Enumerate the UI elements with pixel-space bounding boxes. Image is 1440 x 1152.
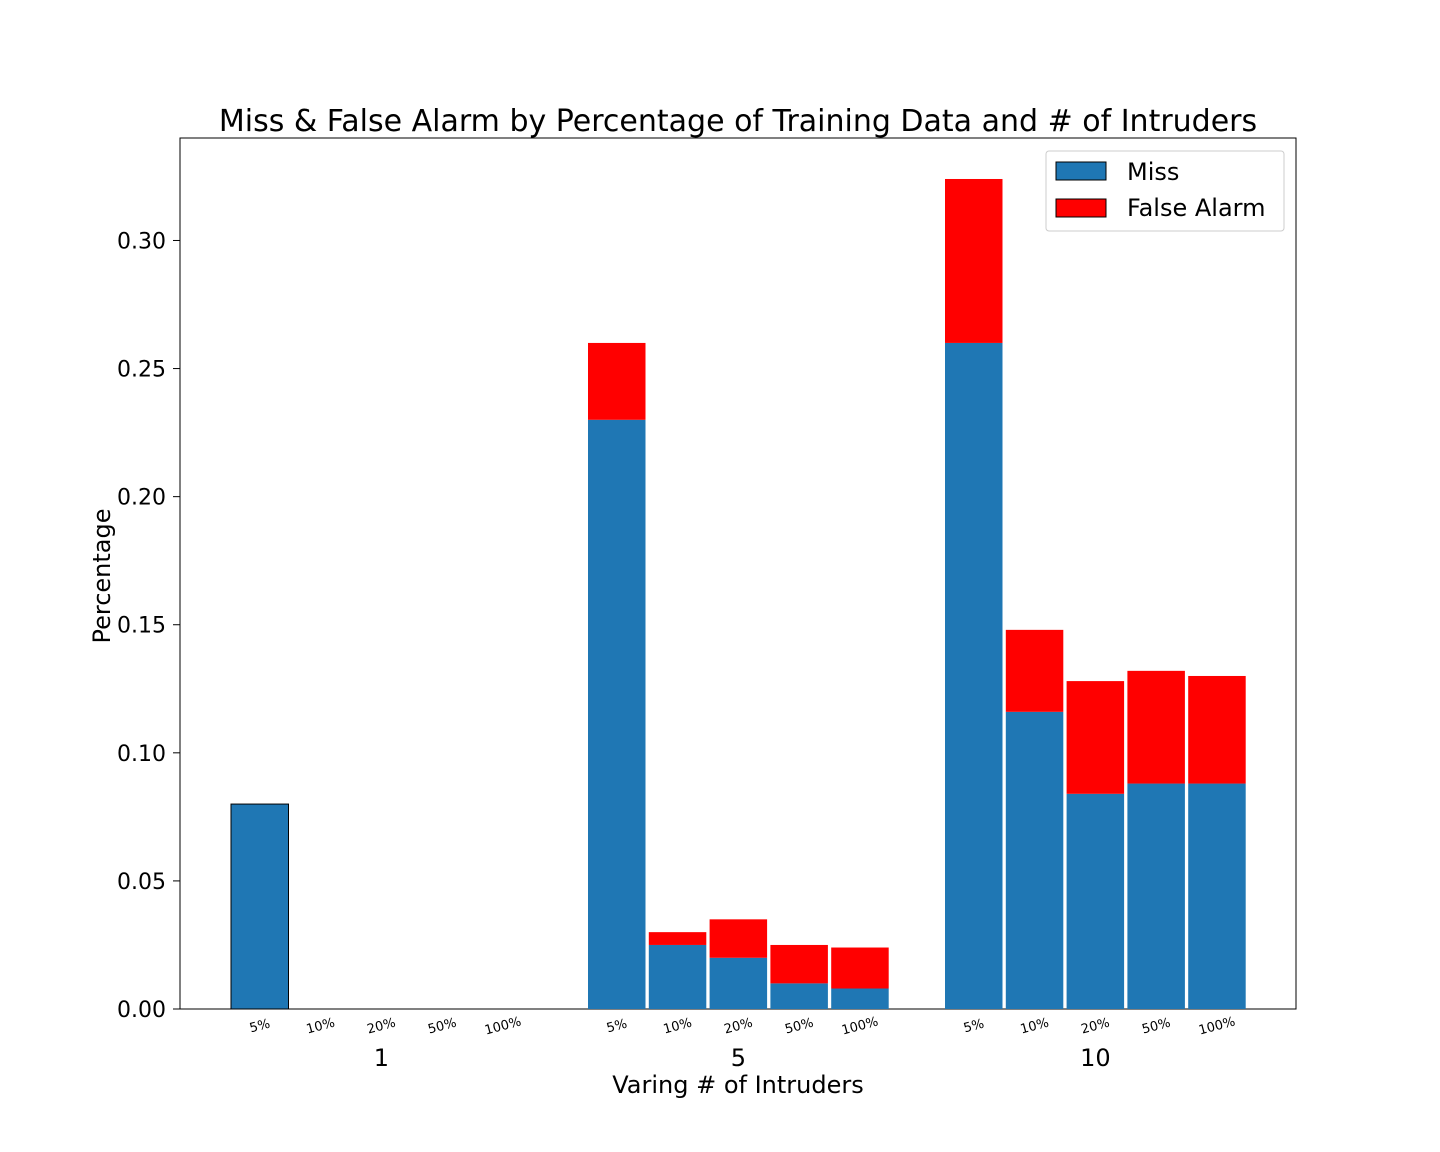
x-axis: 5% 10% 20% 50% 100% 1 5% 10% 20% 50% 100% 5 5% 10% 20%… bbox=[248, 1014, 1237, 1072]
x-subtick-label: 50% bbox=[426, 1015, 458, 1037]
x-group-label: 10 bbox=[1080, 1044, 1111, 1072]
bars bbox=[230, 178, 1246, 1010]
x-subtick-label: 10% bbox=[662, 1015, 694, 1037]
bar-miss bbox=[1066, 793, 1125, 1009]
x-group-label: 1 bbox=[374, 1044, 389, 1072]
bar-miss bbox=[709, 957, 768, 1009]
bar-miss bbox=[831, 988, 889, 1009]
bar-miss bbox=[1005, 711, 1064, 1009]
legend-label-false-alarm: False Alarm bbox=[1127, 194, 1266, 222]
bar-miss bbox=[1188, 783, 1246, 1009]
x-axis-label: Varing # of Intruders bbox=[612, 1071, 864, 1099]
y-axis: 0.00 0.05 0.10 0.15 0.20 0.25 0.30 bbox=[117, 229, 180, 1023]
x-subtick-label: 50% bbox=[1140, 1015, 1172, 1037]
y-tick-label: 0.15 bbox=[117, 614, 166, 639]
x-subtick-label: 5% bbox=[605, 1017, 629, 1037]
x-group-label: 5 bbox=[731, 1044, 746, 1072]
bar-false-alarm bbox=[945, 178, 1003, 343]
bar-miss bbox=[588, 419, 646, 1009]
bar-false-alarm bbox=[648, 932, 707, 945]
y-tick-label: 0.05 bbox=[117, 870, 166, 895]
y-tick-label: 0.00 bbox=[117, 998, 166, 1023]
legend-label-miss: Miss bbox=[1127, 158, 1179, 186]
y-tick-label: 0.30 bbox=[117, 229, 166, 254]
chart-title: Miss & False Alarm by Percentage of Trai… bbox=[219, 104, 1257, 139]
bar-miss bbox=[945, 342, 1003, 1009]
bar-miss bbox=[230, 803, 289, 1010]
x-subtick-label: 20% bbox=[366, 1015, 398, 1037]
bar-false-alarm bbox=[1005, 629, 1064, 712]
legend-swatch-false-alarm bbox=[1055, 198, 1107, 218]
x-subtick-label: 10% bbox=[1019, 1015, 1051, 1037]
bar-false-alarm bbox=[588, 342, 646, 420]
bar-false-alarm bbox=[709, 919, 768, 958]
x-subtick-label: 100% bbox=[840, 1014, 880, 1038]
x-subtick-label: 100% bbox=[1197, 1014, 1237, 1038]
bar-false-alarm bbox=[1188, 675, 1246, 784]
x-subtick-label: 5% bbox=[248, 1017, 272, 1037]
y-axis-label: Percentage bbox=[88, 508, 116, 643]
y-tick-label: 0.25 bbox=[117, 358, 166, 383]
bar-false-alarm bbox=[1066, 681, 1125, 794]
legend-swatch-miss bbox=[1055, 161, 1107, 181]
y-tick-label: 0.20 bbox=[117, 486, 166, 511]
bar-false-alarm bbox=[770, 944, 828, 984]
y-tick-label: 0.10 bbox=[117, 742, 166, 767]
x-subtick-label: 100% bbox=[483, 1014, 523, 1038]
bar-false-alarm bbox=[831, 947, 889, 989]
x-subtick-label: 50% bbox=[783, 1015, 815, 1037]
bar-miss bbox=[648, 944, 707, 1009]
legend: Miss False Alarm bbox=[1045, 150, 1285, 232]
bar-miss bbox=[770, 983, 828, 1009]
x-subtick-label: 10% bbox=[305, 1015, 337, 1037]
x-subtick-label: 20% bbox=[723, 1015, 755, 1037]
x-subtick-label: 20% bbox=[1080, 1015, 1112, 1037]
bar-false-alarm bbox=[1127, 670, 1185, 784]
bar-miss bbox=[1127, 783, 1185, 1009]
x-subtick-label: 5% bbox=[962, 1017, 986, 1037]
